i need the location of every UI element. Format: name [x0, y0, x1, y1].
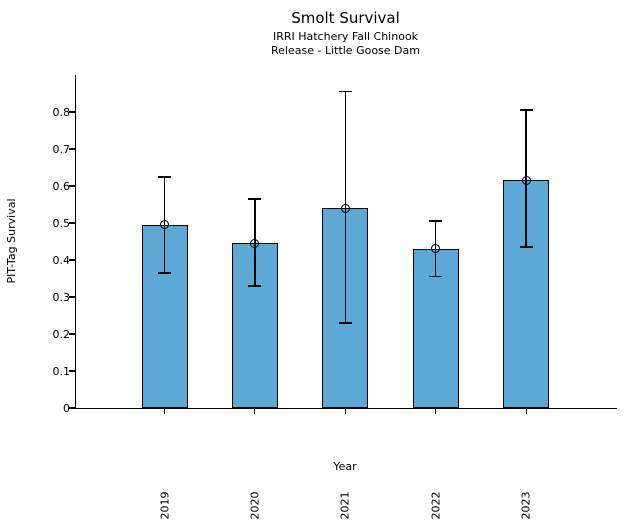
error-bar-cap-bottom-2020: [248, 285, 262, 287]
y-tick-label: 0.4: [52, 253, 71, 267]
x-tick-label-2023: 2023: [519, 491, 533, 520]
x-axis-label: Year: [333, 460, 357, 473]
data-point-marker-2021: [340, 203, 350, 213]
y-axis-label: PIT-Tag Survival: [5, 198, 18, 284]
figure: Smolt Survival IRRI Hatchery Fall Chinoo…: [5, 9, 617, 520]
y-tick-mark: [69, 111, 75, 113]
x-tick-mark-2020: [254, 409, 256, 414]
error-bar-cap-top-2019: [158, 176, 171, 178]
error-bar-cap-bottom-2022: [429, 275, 443, 278]
y-tick-mark: [69, 148, 75, 150]
y-tick-label: 0.5: [52, 216, 71, 230]
chart-subtitle-1: IRRI Hatchery Fall Chinook: [272, 30, 419, 43]
y-tick-mark: [69, 333, 75, 335]
plot-area: 0 0.1 0.2 0.3 0.4 0.5 0.6 0.7 0.8 2019 2020 2021 202…: [53, 75, 617, 520]
error-bar-cap-top-2020: [248, 198, 262, 200]
data-point-marker-2020: [250, 238, 260, 248]
chart-title: Smolt Survival: [291, 9, 400, 27]
y-tick-label: 0.2: [52, 327, 71, 341]
x-tick-label-2021: 2021: [338, 491, 352, 520]
x-tick-mark-2019: [163, 409, 166, 414]
y-tick-label: 0: [63, 401, 70, 415]
y-tick-label: 0.1: [52, 364, 71, 378]
data-point-marker-2023: [521, 175, 531, 185]
y-tick-mark: [69, 407, 75, 409]
y-tick-mark: [69, 222, 75, 224]
x-tick-label-2020: 2020: [248, 491, 262, 520]
x-tick-mark-2022: [435, 409, 437, 414]
y-tick-label: 0.3: [52, 290, 71, 304]
y-tick-label: 0.6: [52, 179, 71, 193]
x-tick-mark-2023: [525, 409, 527, 414]
x-tick-mark-2021: [344, 409, 346, 414]
error-bar-cap-bottom-2023: [519, 246, 533, 248]
error-bar-cap-bottom-2019: [158, 272, 171, 274]
y-tick-mark: [69, 185, 75, 187]
y-tick-mark: [69, 259, 75, 261]
x-tick-label-2022: 2022: [429, 491, 443, 520]
error-bar-cap-top-2022: [429, 220, 443, 222]
chart-subtitle-2: Release - Little Goose Dam: [271, 44, 420, 57]
error-bar-cap-top-2023: [519, 109, 533, 111]
y-tick-label: 0.8: [52, 105, 71, 119]
error-bar-cap-bottom-2021: [338, 322, 352, 324]
y-tick-mark: [69, 296, 75, 298]
y-tick-label: 0.7: [52, 142, 71, 156]
x-tick-label-2019: 2019: [158, 491, 171, 520]
y-tick-mark: [69, 370, 75, 372]
data-point-marker-2019: [160, 220, 169, 230]
data-point-marker-2022: [431, 244, 441, 254]
error-bar-cap-top-2021: [338, 90, 352, 93]
